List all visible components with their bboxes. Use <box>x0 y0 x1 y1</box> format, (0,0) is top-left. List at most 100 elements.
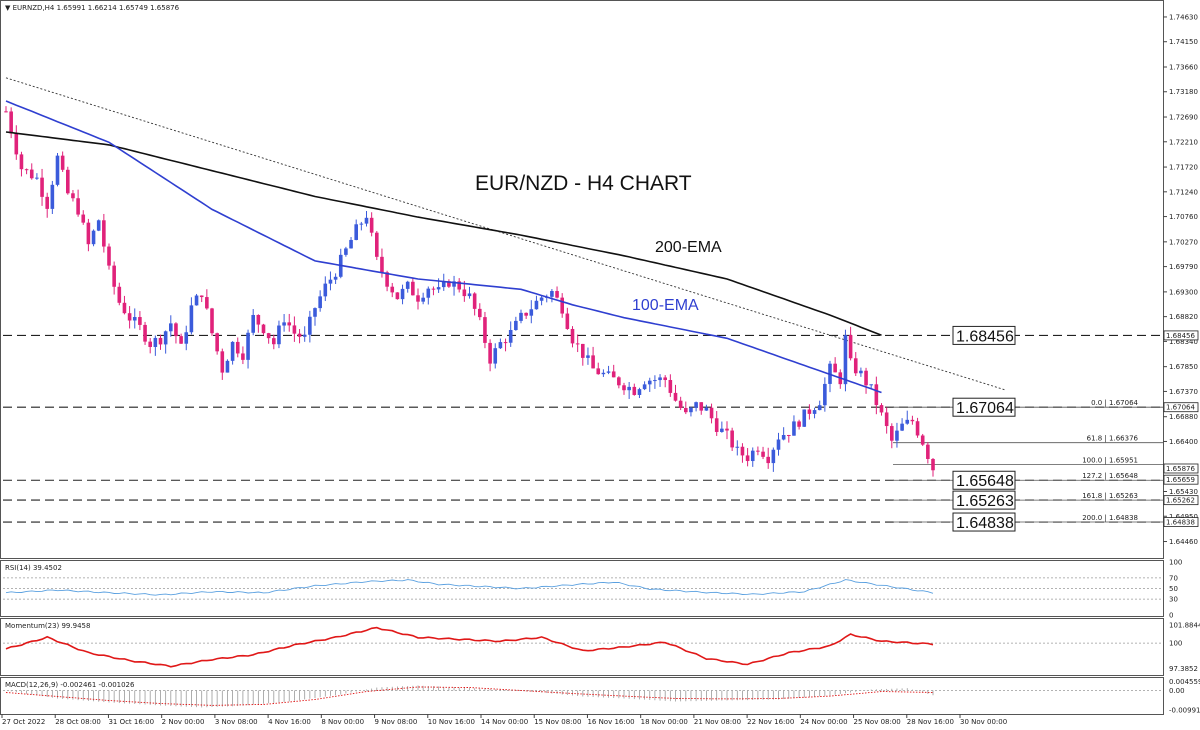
candle-body <box>606 371 611 373</box>
candle-body <box>447 281 451 287</box>
candle-body <box>143 324 147 342</box>
candle-body <box>848 335 853 359</box>
candle-body <box>900 423 904 431</box>
candle-body <box>174 323 178 337</box>
level-label-text: 1.67064 <box>956 400 1014 417</box>
time-tick-label: 18 Nov 00:00 <box>641 718 688 726</box>
candle-body <box>591 355 595 369</box>
axis-price-tag-box <box>1163 495 1199 506</box>
candle-body <box>426 288 431 298</box>
candle-body <box>498 342 503 349</box>
candle-body <box>807 409 812 414</box>
candle-body <box>112 265 116 287</box>
candle-body <box>792 421 796 436</box>
candle-body <box>812 410 817 414</box>
candle-body <box>354 224 358 240</box>
price-tick-label: 1.70270 <box>1169 238 1198 246</box>
candle-body <box>529 309 534 316</box>
candle-body <box>169 323 173 332</box>
ema100-line <box>5 100 882 394</box>
candle-body <box>436 287 441 290</box>
candle-body <box>472 293 477 309</box>
candle-body <box>926 444 930 459</box>
candle-body <box>493 348 498 364</box>
candle-body <box>71 193 75 199</box>
price-tick-label: 1.71240 <box>1169 188 1198 196</box>
candle-body <box>823 383 827 406</box>
candle-body <box>570 328 575 344</box>
candle-body <box>539 297 544 301</box>
trendline-group <box>5 77 1006 391</box>
price-tick-label: 1.70760 <box>1169 213 1198 221</box>
candle-body <box>689 407 693 413</box>
candle-body <box>699 402 704 411</box>
candle-body <box>678 400 683 408</box>
candle-body <box>488 342 492 364</box>
chart-title: EUR/NZD - H4 CHART <box>475 172 692 195</box>
trendline <box>5 77 1006 391</box>
rsi-tick-label: 0 <box>1169 612 1173 620</box>
candle-body <box>19 154 24 170</box>
candle-body <box>323 283 328 297</box>
price-tick-label: 1.64460 <box>1169 538 1198 546</box>
candle-body <box>864 370 868 386</box>
candle-body <box>86 222 91 245</box>
candle-body <box>256 314 261 325</box>
axis-price-tag-box <box>1163 402 1199 413</box>
candle-body <box>756 450 760 452</box>
price-tick-label: 1.67370 <box>1169 388 1198 396</box>
candle-body <box>833 363 837 373</box>
candle-body <box>663 377 667 380</box>
candle-body <box>359 223 364 225</box>
candle-body <box>76 198 80 215</box>
candle-body <box>617 377 621 386</box>
price-tick-label: 1.66880 <box>1169 413 1198 421</box>
candle-body <box>766 456 770 464</box>
candle-body <box>905 419 910 424</box>
candle-body <box>524 312 528 316</box>
rsi-panel: 100 70 50 30 0 <box>3 559 1182 620</box>
candle-body <box>163 331 168 345</box>
level-label-text: 1.65648 <box>956 473 1014 490</box>
candle-body <box>869 384 873 386</box>
candle-body <box>400 288 405 300</box>
candle-body <box>148 341 152 347</box>
level-label-text: 1.65263 <box>956 493 1014 510</box>
candle-body <box>895 430 899 441</box>
price-tick-label: 1.68820 <box>1169 313 1198 321</box>
price-tick-label: 1.64950 <box>1169 513 1198 521</box>
candle-body <box>647 380 652 385</box>
candle-body <box>874 384 879 406</box>
time-axis: 27 Oct 2022 28 Oct 08:00 31 Oct 16:00 2 Nov… <box>1 714 1007 726</box>
candle-body <box>581 343 585 358</box>
price-tick-label: 1.69790 <box>1169 263 1198 271</box>
axis-price-tag-box <box>1163 517 1199 527</box>
candle-body <box>199 295 204 298</box>
rsi-title: RSI(14) 39.4502 <box>5 564 62 572</box>
candle-body <box>879 405 884 413</box>
symbol-header: ▼ EURNZD,H4 1.65991 1.66214 1.65749 1.65… <box>5 4 180 12</box>
fib-level-label: 200.0 | 1.64838 <box>1082 514 1138 522</box>
candle-body <box>272 338 276 345</box>
candle-body <box>261 324 266 334</box>
time-tick-label: 31 Oct 16:00 <box>108 718 154 726</box>
price-tick-label: 1.74630 <box>1169 13 1198 21</box>
rsi-panel-frame <box>0 560 1164 617</box>
momentum-panel-frame <box>0 618 1164 676</box>
candle-body <box>292 325 297 334</box>
time-tick-label: 3 Nov 08:00 <box>215 718 258 726</box>
time-tick-label: 21 Nov 08:00 <box>694 718 741 726</box>
candle-body <box>60 155 65 170</box>
level-label-box <box>952 490 1016 510</box>
candle-body <box>241 353 245 360</box>
candle-body <box>920 435 925 445</box>
macd-signal-line <box>5 686 934 706</box>
candle-body <box>787 435 791 437</box>
momentum-tick-label: 101.8844 <box>1169 621 1200 629</box>
candle-body <box>884 412 889 427</box>
candle-body <box>153 337 158 347</box>
fib-level-label: 161.8 | 1.65263 <box>1082 492 1138 500</box>
candle-body <box>179 336 183 344</box>
candle-body <box>246 332 250 360</box>
